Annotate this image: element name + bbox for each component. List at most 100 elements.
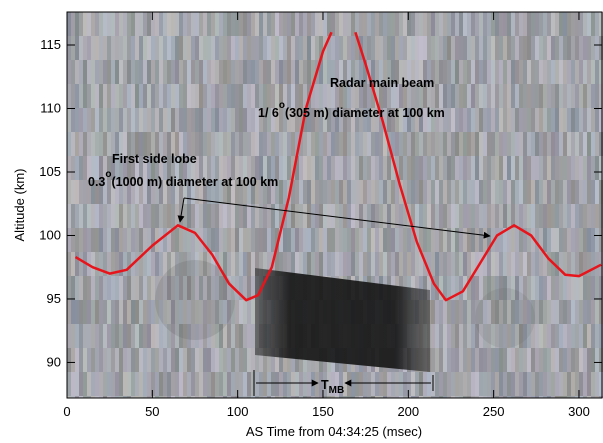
background-noise	[71, 372, 75, 396]
background-noise	[307, 396, 311, 398]
background-noise	[487, 132, 491, 156]
background-noise	[487, 228, 491, 252]
background-noise	[587, 396, 591, 398]
background-noise	[411, 204, 415, 228]
background-noise	[463, 300, 467, 324]
background-noise	[131, 36, 135, 60]
background-noise	[567, 348, 571, 372]
background-noise	[479, 132, 483, 156]
background-noise	[211, 108, 215, 132]
background-noise	[79, 252, 83, 276]
background-noise	[91, 132, 95, 156]
background-noise	[275, 348, 279, 372]
background-noise	[463, 156, 467, 180]
background-noise	[295, 348, 299, 372]
background-noise	[219, 84, 223, 108]
annotation: TMB	[321, 378, 344, 396]
background-noise	[419, 396, 423, 398]
background-noise	[391, 108, 395, 132]
background-noise	[275, 12, 279, 36]
background-noise	[283, 180, 287, 204]
background-noise	[235, 396, 239, 398]
background-noise	[495, 228, 499, 252]
background-noise	[71, 108, 75, 132]
background-noise	[523, 396, 527, 398]
background-noise	[83, 300, 87, 324]
background-noise	[115, 372, 119, 396]
background-noise	[175, 156, 179, 180]
background-noise	[483, 108, 487, 132]
background-noise	[251, 60, 255, 84]
background-noise	[163, 324, 167, 348]
background-noise	[339, 12, 343, 36]
background-noise	[535, 324, 539, 348]
background-noise	[83, 108, 87, 132]
background-noise	[215, 300, 219, 324]
background-noise	[487, 276, 491, 300]
background-noise	[479, 204, 483, 228]
background-noise	[595, 36, 599, 60]
background-noise	[283, 84, 287, 108]
background-noise	[119, 324, 123, 348]
x-tick-label: 50	[145, 404, 159, 419]
background-noise	[543, 372, 547, 396]
background-noise	[79, 396, 83, 398]
background-noise	[67, 60, 71, 84]
background-noise	[415, 156, 419, 180]
background-noise	[99, 108, 103, 132]
background-noise	[283, 156, 287, 180]
background-noise	[171, 156, 175, 180]
background-noise	[211, 300, 215, 324]
background-noise	[379, 372, 383, 396]
background-noise	[391, 60, 395, 84]
background-noise	[239, 156, 243, 180]
background-noise	[463, 84, 467, 108]
background-noise	[251, 252, 255, 276]
background-noise	[287, 348, 291, 372]
background-noise	[487, 372, 491, 396]
background-noise	[599, 324, 603, 348]
background-noise	[555, 348, 559, 372]
background-noise	[119, 12, 123, 36]
background-noise	[255, 84, 259, 108]
background-noise	[403, 84, 407, 108]
background-noise	[591, 156, 595, 180]
background-noise	[247, 60, 251, 84]
background-noise	[79, 84, 83, 108]
background-noise	[519, 60, 523, 84]
background-noise	[211, 396, 215, 398]
background-noise	[335, 60, 339, 84]
background-noise	[535, 156, 539, 180]
background-noise	[199, 84, 203, 108]
background-noise	[211, 204, 215, 228]
background-noise	[331, 108, 335, 132]
background-noise	[491, 156, 495, 180]
background-noise	[143, 204, 147, 228]
background-noise	[559, 276, 563, 300]
background-noise	[103, 204, 107, 228]
background-noise	[183, 60, 187, 84]
background-noise	[483, 276, 487, 300]
background-noise	[227, 276, 231, 300]
background-noise	[575, 12, 579, 36]
background-noise	[203, 60, 207, 84]
background-noise	[263, 180, 267, 204]
background-noise	[575, 396, 579, 398]
background-noise	[455, 372, 459, 396]
background-noise	[571, 180, 575, 204]
background-noise	[251, 108, 255, 132]
background-noise	[71, 84, 75, 108]
background-noise	[579, 204, 583, 228]
background-noise	[211, 132, 215, 156]
background-noise	[143, 156, 147, 180]
background-noise	[327, 396, 331, 398]
background-noise	[459, 300, 463, 324]
background-noise	[563, 276, 567, 300]
background-noise	[207, 204, 211, 228]
background-noise	[135, 204, 139, 228]
background-noise	[579, 108, 583, 132]
background-noise	[399, 132, 403, 156]
background-noise	[379, 396, 383, 398]
background-noise	[427, 36, 431, 60]
background-noise	[483, 348, 487, 372]
